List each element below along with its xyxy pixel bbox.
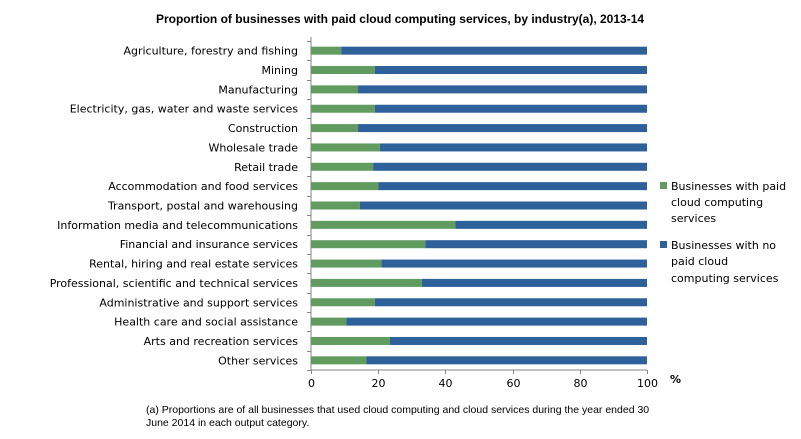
category-label: Transport, postal and warehousing [107,200,298,213]
footnote-line-2: June 2014 in each output category. [146,417,309,429]
x-tick-label: 80 [574,377,588,390]
legend-label-paid-2: cloud computing [671,196,763,209]
bar-paid-cloud [311,85,359,94]
bar-no-paid-cloud [358,85,647,94]
bar-no-paid-cloud [455,220,647,229]
legend: Businesses with paid cloud computing ser… [660,180,786,285]
bar-no-paid-cloud [378,182,647,191]
bar-paid-cloud [311,124,359,133]
legend-label-no-paid-2: paid cloud [671,255,728,268]
category-label: Administrative and support services [99,296,298,309]
category-label: Electricity, gas, water and waste servic… [70,103,299,116]
category-label: Professional, scientific and technical s… [50,277,299,290]
category-label: Wholesale trade [208,141,298,154]
legend-label-paid-3: services [671,212,716,225]
bar-no-paid-cloud [425,240,647,249]
bar-paid-cloud [311,240,426,249]
bar-no-paid-cloud [374,104,647,113]
bar-paid-cloud [311,143,380,152]
bar-no-paid-cloud [341,46,647,55]
category-label: Health care and social assistance [114,316,298,329]
bar-paid-cloud [311,356,367,365]
category-label: Agriculture, forestry and fishing [123,45,298,58]
bar-paid-cloud [311,278,422,287]
legend-swatch-no-paid [660,241,667,248]
x-axis-label: % [670,373,681,386]
category-label: Other services [218,354,298,367]
bar-paid-cloud [311,66,375,75]
bar-no-paid-cloud [389,336,647,345]
legend-label-no-paid-3: computing services [671,272,779,285]
bar-paid-cloud [311,104,375,113]
bar-no-paid-cloud [421,278,647,287]
category-label: Mining [261,64,298,77]
x-tick-label: 40 [439,377,453,390]
category-label: Financial and insurance services [120,238,299,251]
bar-paid-cloud [311,220,456,229]
bar-paid-cloud [311,317,347,326]
legend-swatch-paid [660,182,667,189]
x-tick-label: 60 [507,377,521,390]
bar-no-paid-cloud [374,66,647,75]
footnote-line-1: (a) Proportions are of all businesses th… [146,404,649,416]
bar-paid-cloud [311,259,382,268]
bar-paid-cloud [311,182,379,191]
bar-paid-cloud [311,336,390,345]
bar-no-paid-cloud [366,356,647,365]
plot-area: 0 20 40 60 80 100 Agriculture, forestry and fi… [50,37,658,390]
category-label: Arts and recreation services [144,335,299,348]
category-label: Retail trade [234,161,298,174]
bar-no-paid-cloud [379,143,647,152]
category-label: Rental, hiring and real estate services [89,258,298,271]
category-label: Construction [228,122,298,135]
bar-paid-cloud [311,46,342,55]
category-label: Information media and telecommunications [57,219,298,232]
legend-label-paid-1: Businesses with paid [671,180,786,193]
x-tick-label: 100 [637,377,658,390]
legend-label-no-paid-1: Businesses with no [671,239,776,252]
bar-no-paid-cloud [373,162,647,171]
category-label: Manufacturing [218,83,298,96]
category-label: Accommodation and food services [108,180,298,193]
bar-no-paid-cloud [358,124,647,133]
bar-paid-cloud [311,162,374,171]
chart-title: Proportion of businesses with paid cloud… [156,12,644,26]
bar-paid-cloud [311,201,360,210]
bar-no-paid-cloud [359,201,647,210]
bar-no-paid-cloud [346,317,647,326]
bar-paid-cloud [311,298,375,307]
x-tick-label: 20 [372,377,386,390]
bar-no-paid-cloud [374,298,647,307]
x-tick-label: 0 [308,377,315,390]
bar-no-paid-cloud [381,259,647,268]
